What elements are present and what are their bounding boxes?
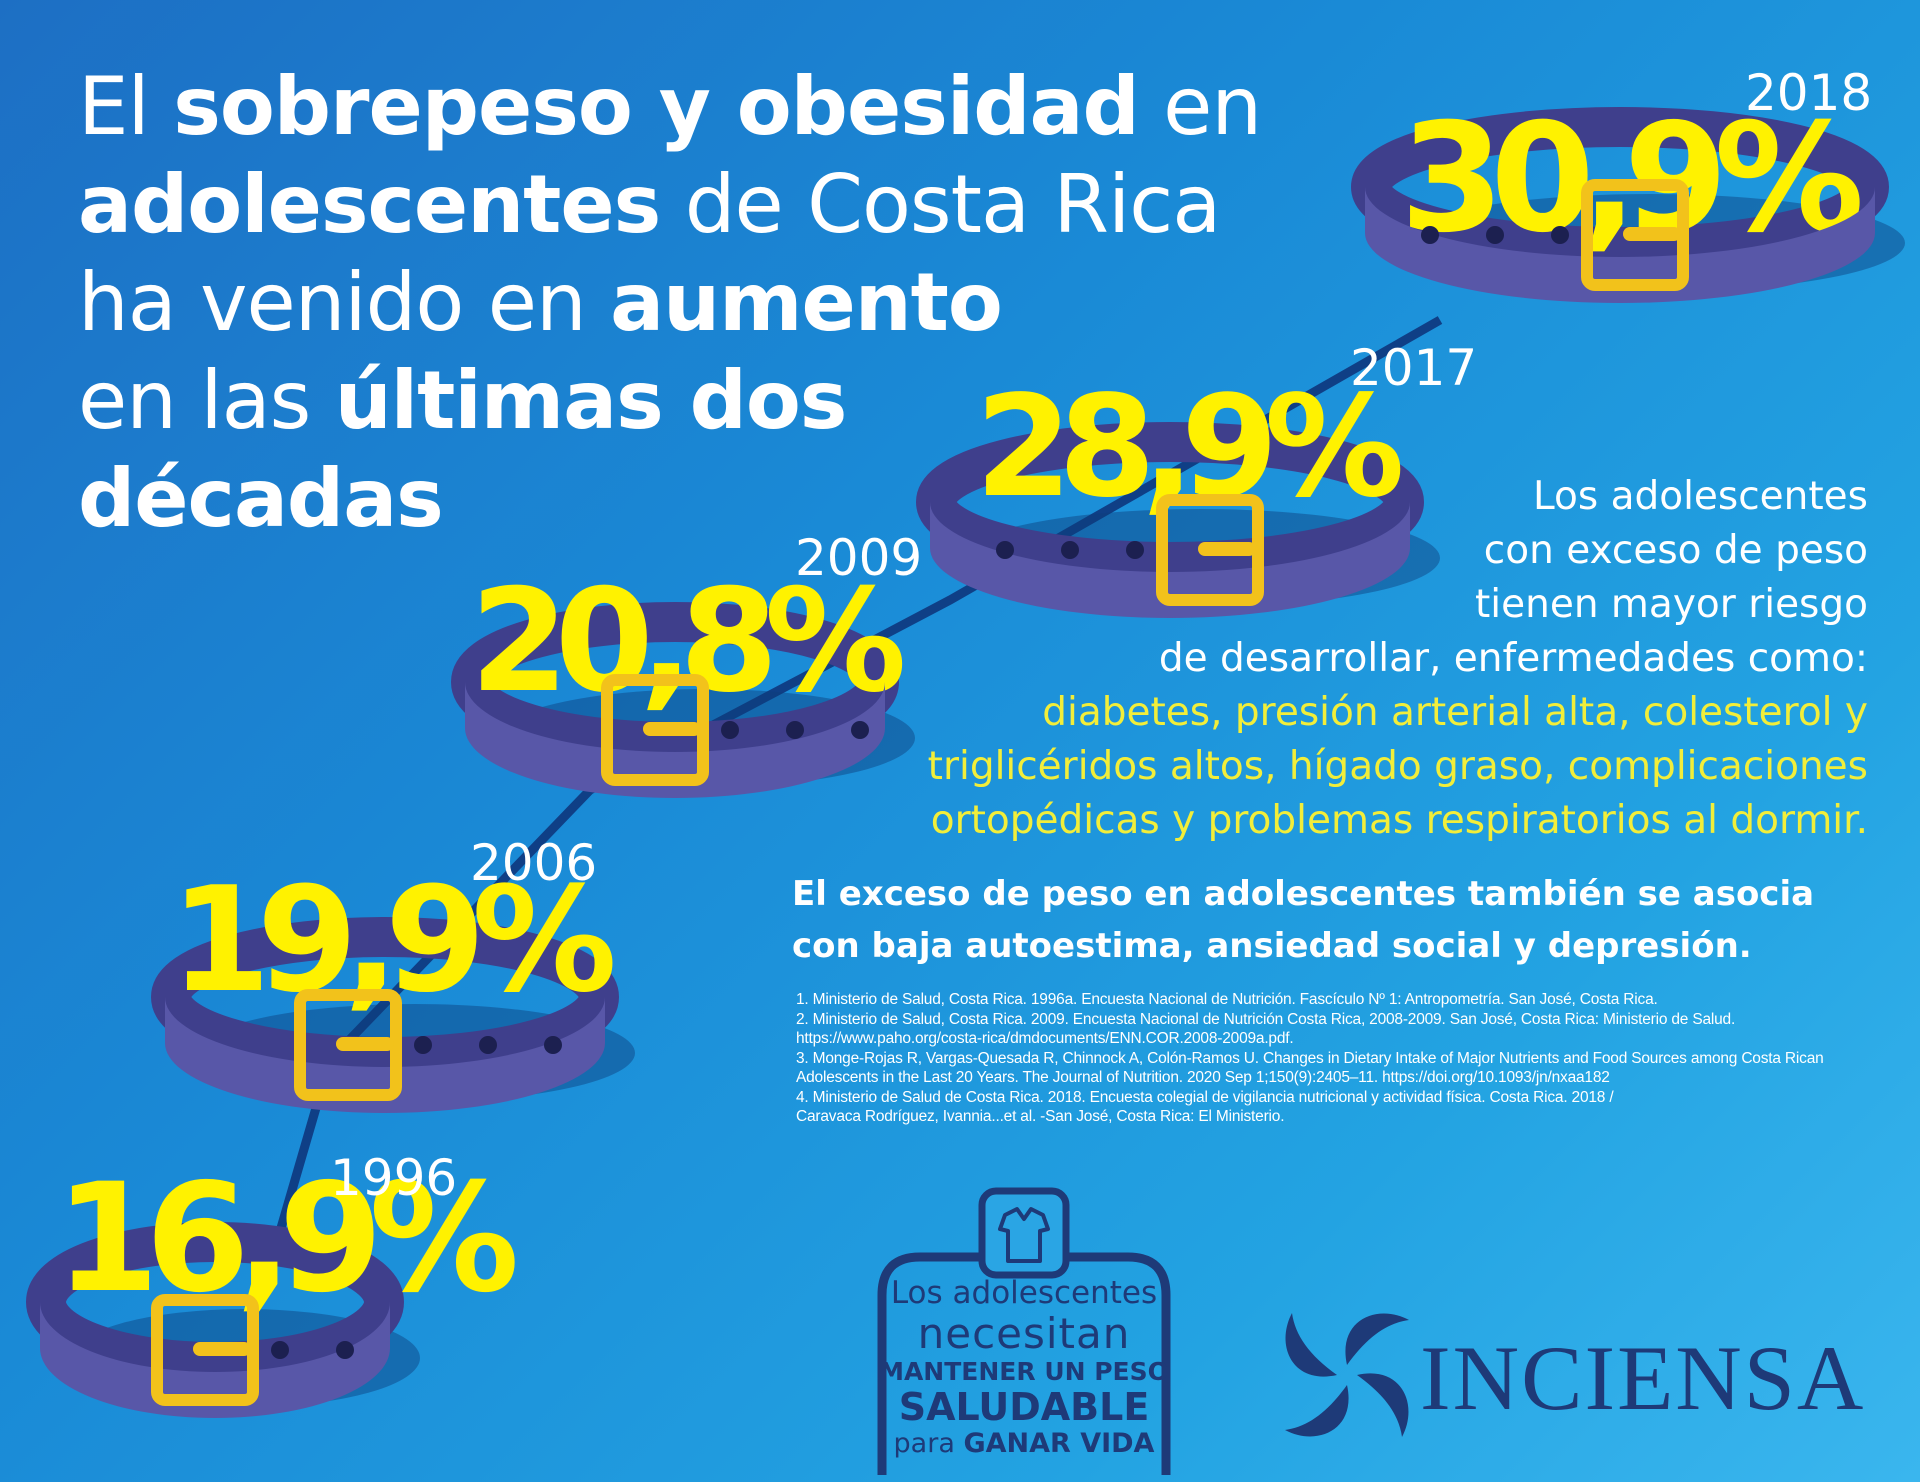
reference-line: 1. Ministerio de Salud, Costa Rica. 1996… xyxy=(796,991,1658,1008)
reference-line: 2. Ministerio de Salud, Costa Rica. 2009… xyxy=(796,1010,1736,1028)
reference-line: https://www.paho.org/costa-rica/dmdocume… xyxy=(796,1030,1294,1047)
belt-hole xyxy=(1421,226,1439,244)
year-label: 2018 xyxy=(1745,64,1872,122)
belt-hole xyxy=(271,1341,289,1359)
association-line-1: El exceso de peso en adolescentes tambié… xyxy=(792,874,1815,914)
belt-hole xyxy=(851,721,869,739)
headline-line-2: adolescentes de Costa Rica xyxy=(78,158,1221,251)
belt-back xyxy=(26,1222,404,1382)
belt-hole xyxy=(544,1036,562,1054)
belt-hole xyxy=(414,1036,432,1054)
belt-hole xyxy=(1551,226,1569,244)
headline-line-3: ha venido en aumento xyxy=(78,256,1003,349)
risk-line-3: tienen mayor riesgo xyxy=(1474,582,1868,627)
reference-line: Adolescents in the Last 20 Years. The Jo… xyxy=(796,1069,1610,1086)
reference-line: 4. Ministerio de Salud de Costa Rica. 20… xyxy=(796,1088,1614,1106)
belt-front xyxy=(465,682,885,798)
belt-hole xyxy=(1486,226,1504,244)
headline: El sobrepeso y obesidad en adolescentes … xyxy=(78,58,1278,548)
badge-text: Los adolescentes necesitan MANTENER UN P… xyxy=(879,1275,1169,1459)
belt-back xyxy=(916,422,1424,582)
year-label: 2009 xyxy=(795,529,922,587)
reference-line: 3. Monge-Rojas R, Vargas-Quesada R, Chin… xyxy=(796,1049,1824,1067)
scale-badge xyxy=(877,1187,1171,1475)
belt-front xyxy=(165,997,605,1113)
buckle-icon xyxy=(294,989,402,1101)
year-label: 1996 xyxy=(330,1149,457,1207)
risk-line-1: Los adolescentes xyxy=(1532,474,1868,519)
belt-hole xyxy=(1126,541,1144,559)
headline-line-5: décadas xyxy=(78,452,444,545)
diseases-line-2: triglicéridos altos, hígado graso, compl… xyxy=(927,744,1868,789)
belt-hole xyxy=(996,541,1014,559)
risk-line-2: con exceso de peso xyxy=(1483,528,1868,573)
buckle-prong xyxy=(643,722,701,736)
buckle-prong xyxy=(336,1037,394,1051)
belt-1996: 16,9%1996 xyxy=(26,1149,529,1418)
belt-2017: 28,9%2017 xyxy=(916,339,1477,618)
reference-line: Caravaca Rodríguez, Ivannia...et al. -Sa… xyxy=(796,1108,1285,1125)
buckle-prong xyxy=(193,1342,251,1356)
belt-back xyxy=(1351,107,1889,267)
buckle-icon xyxy=(151,1294,259,1406)
buckle-icon xyxy=(1581,179,1689,291)
belt-hole xyxy=(336,1341,354,1359)
buckle-prong xyxy=(1198,542,1256,556)
risk-text: Los adolescentes con exceso de peso tien… xyxy=(818,470,1868,848)
belt-hole xyxy=(721,721,739,739)
belt-back xyxy=(451,602,899,762)
year-label: 2006 xyxy=(470,834,597,892)
buckle-icon xyxy=(1156,494,1264,606)
belt-2009: 20,8%2009 xyxy=(451,529,922,798)
buckle-icon xyxy=(601,674,709,786)
belt-hole xyxy=(1061,541,1079,559)
belt-back xyxy=(151,917,619,1077)
logo-text: INCIENSA xyxy=(1420,1327,1866,1429)
association-line-2: con baja autoestima, ansiedad social y d… xyxy=(792,926,1752,966)
risk-line-4: de desarrollar, enfermedades como: xyxy=(1158,636,1868,681)
buckle-prong xyxy=(1623,227,1681,241)
headline-line-4: en las últimas dos xyxy=(78,354,847,447)
year-label: 2017 xyxy=(1350,339,1477,397)
inciensa-logo xyxy=(1285,1313,1409,1437)
shirt-scale-icon xyxy=(978,1187,1070,1279)
pinwheel-icon xyxy=(1285,1313,1409,1437)
headline-line-1: El sobrepeso y obesidad en xyxy=(78,60,1262,153)
belt-2006: 19,9%2006 xyxy=(151,834,635,1113)
diseases-line-3: ortopédicas y problemas respiratorios al… xyxy=(930,798,1868,843)
belt-2018: 30,9%2018 xyxy=(1351,64,1905,303)
belt-front xyxy=(1365,187,1875,303)
value-label: 20,8% xyxy=(470,559,902,724)
association-text: El exceso de peso en adolescentes tambié… xyxy=(792,868,1882,972)
value-label: 16,9% xyxy=(55,1152,515,1326)
belt-front xyxy=(930,502,1410,618)
diseases-line-1: diabetes, presión arterial alta, coleste… xyxy=(1042,690,1868,735)
references: 1. Ministerio de Salud, Costa Rica. 1996… xyxy=(796,990,1906,1127)
belt-front xyxy=(40,1302,390,1418)
belt-hole xyxy=(786,721,804,739)
belt-hole xyxy=(479,1036,497,1054)
